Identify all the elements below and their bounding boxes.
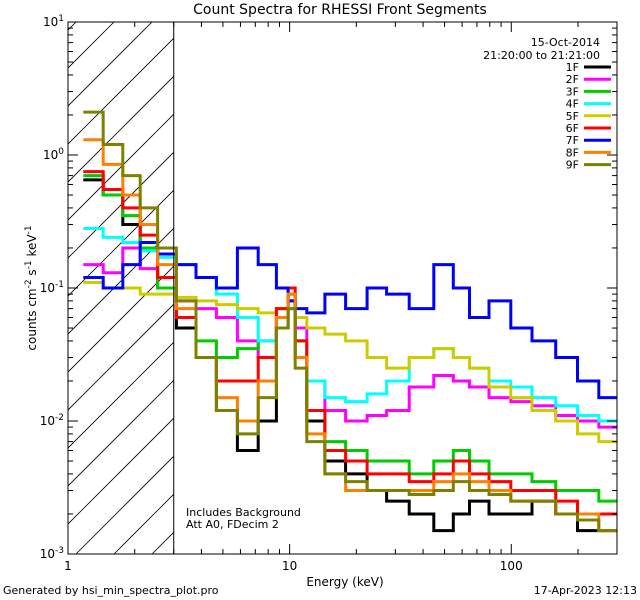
series-line-6f [83, 170, 617, 516]
hatch-line [68, 151, 174, 259]
legend-label-9f: 9F [566, 159, 579, 172]
hatch-line [68, 417, 174, 525]
chart-title: Count Spectra for RHESSI Front Segments [193, 2, 487, 18]
legend-label-4f: 4F [566, 98, 579, 111]
series-line-8f [83, 138, 617, 533]
x-axis-label: Energy (keV) [306, 575, 383, 589]
axis-ticks [67, 21, 618, 555]
time-range-text: 21:20:00 to 21:21:00 [483, 49, 600, 62]
y-tick-label: 10-2 [40, 413, 64, 428]
hatch-line [68, 189, 174, 297]
y-axis-label: counts cm-2 s-1 keV-1 [24, 225, 39, 350]
hatch-line [68, 37, 174, 145]
legend-label-6f: 6F [566, 122, 579, 135]
y-tick-labels: 10-3 10-2 10-1 100 101 [40, 14, 65, 561]
legend-label-7f: 7F [566, 134, 579, 147]
x-tick-label: 10 [282, 559, 297, 573]
y-tick-label: 10-1 [40, 280, 64, 295]
hatch-line [68, 22, 153, 107]
x-tick-label: 100 [500, 559, 523, 573]
legend-label-2f: 2F [566, 73, 579, 86]
series-layer [83, 110, 617, 533]
excluded-energy-hatch [68, 22, 174, 554]
legend-label-8f: 8F [566, 146, 579, 159]
hatch-line [68, 22, 115, 69]
x-tick-label: 1 [64, 559, 72, 573]
date-text: 15-Oct-2014 [531, 36, 600, 49]
hatch-line [68, 379, 174, 487]
legend-label-5f: 5F [566, 110, 579, 123]
legend-label-1f: 1F [566, 61, 579, 74]
y-tick-label: 100 [43, 147, 64, 162]
x-tick-labels: 1 10 100 [64, 559, 523, 573]
footer-timestamp: 17-Apr-2023 12:13 [534, 584, 637, 597]
series-line-5f [83, 281, 617, 444]
annotation-attenuator: Att A0, FDecim 2 [186, 518, 279, 531]
hatch-line [68, 227, 174, 335]
y-tick-label: 10-3 [40, 546, 64, 561]
y-tick-label: 101 [43, 14, 64, 29]
annotation-background: Includes Background [186, 506, 301, 519]
legend-label-3f: 3F [566, 85, 579, 98]
footer-generated-by: Generated by hsi_min_spectra_plot.pro [3, 584, 219, 597]
